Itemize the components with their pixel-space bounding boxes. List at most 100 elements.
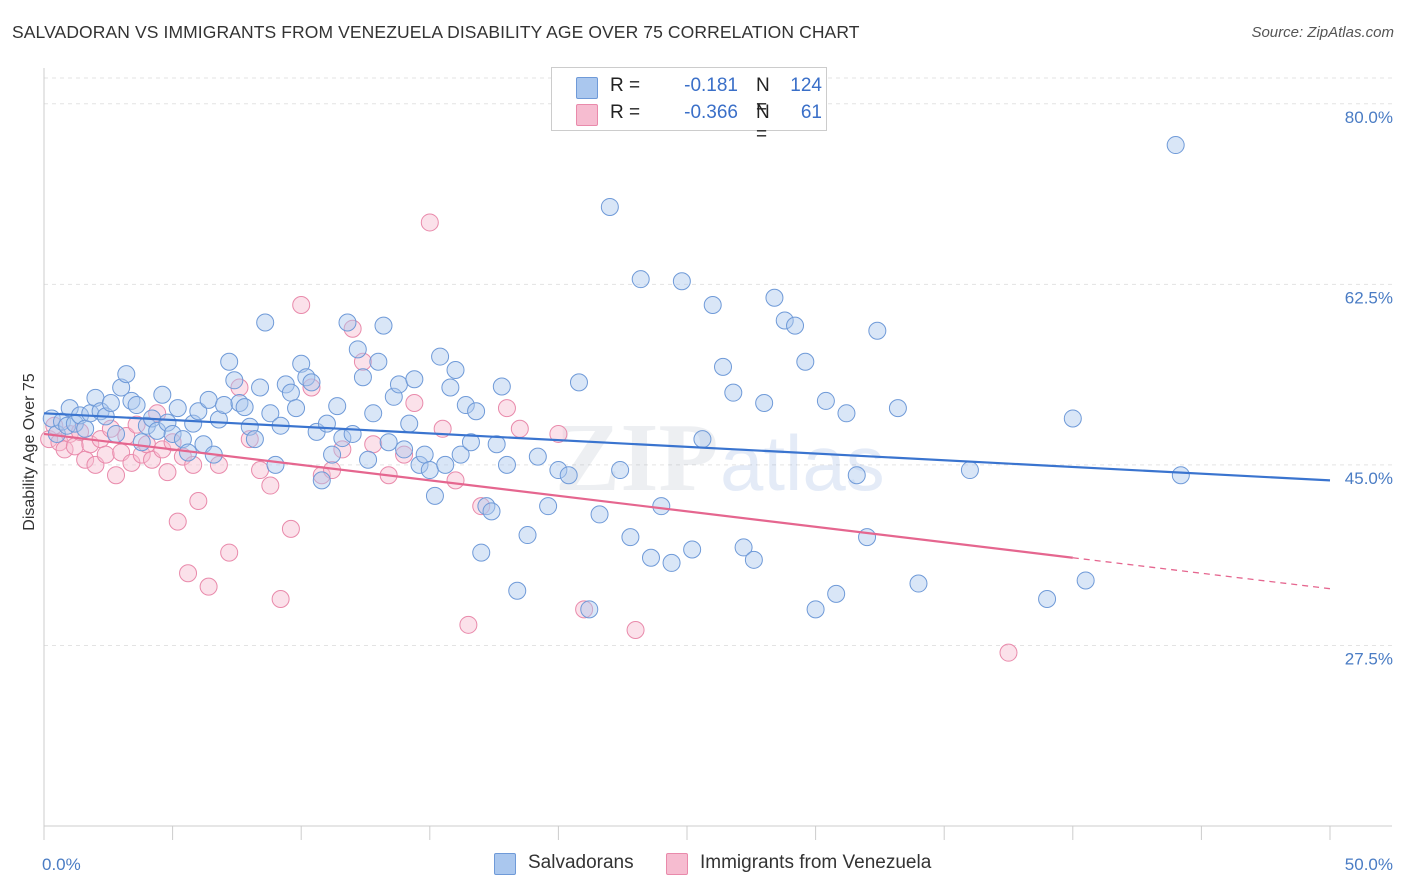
salvadoran-point bbox=[621, 528, 640, 547]
salvadoran-point bbox=[662, 553, 681, 572]
salvadoran-point bbox=[245, 430, 264, 449]
y-tick-label: 27.5% bbox=[1345, 649, 1393, 668]
salvadoran-point bbox=[559, 466, 578, 485]
salvadoran-point bbox=[451, 445, 470, 464]
venezuela-point bbox=[107, 466, 126, 485]
salvadoran-point bbox=[672, 272, 691, 291]
venezuela-point bbox=[148, 404, 167, 423]
source-label: Source: ZipAtlas.com bbox=[1251, 24, 1394, 41]
trend-line-salvadorans bbox=[43, 412, 1331, 482]
salvadoran-point bbox=[359, 450, 378, 469]
venezuela-point bbox=[405, 393, 424, 412]
salvadoran-point bbox=[786, 316, 805, 335]
y-axis-title: Disability Age Over 75 bbox=[21, 373, 38, 531]
salvadoran-point bbox=[405, 370, 424, 389]
salvadoran-point bbox=[539, 497, 558, 516]
y-tick-label: 62.5% bbox=[1345, 288, 1393, 307]
salvadoran-point bbox=[1171, 466, 1190, 485]
venezuela-point bbox=[199, 577, 218, 596]
tick-labels: 27.5% 45.0% 62.5% 80.0% 0.0% 50.0% Disability … bbox=[21, 108, 1393, 874]
salvadoran-point bbox=[261, 404, 280, 423]
venezuela-point bbox=[189, 492, 208, 511]
salvadoran-point bbox=[528, 447, 547, 466]
salvadoran-point bbox=[158, 413, 177, 432]
salvadoran-point bbox=[693, 430, 712, 449]
venezuela-point bbox=[575, 600, 594, 619]
venezuela-point bbox=[96, 445, 115, 464]
salvadoran-point bbox=[683, 540, 702, 559]
salvadoran-point bbox=[827, 584, 846, 603]
salvadoran-point bbox=[173, 430, 192, 449]
salvadoran-point bbox=[251, 378, 270, 397]
salvadoran-point bbox=[281, 383, 300, 402]
salvadoran-point bbox=[76, 419, 95, 438]
salvadoran-point bbox=[724, 383, 743, 402]
venezuela-point bbox=[292, 295, 311, 314]
y-tick-label: 45.0% bbox=[1345, 469, 1393, 488]
venezuela-point bbox=[395, 445, 414, 464]
venezuela-point bbox=[999, 643, 1018, 662]
legend-label-salvadorans: Salvadorans bbox=[528, 852, 634, 873]
salvadoran-point bbox=[410, 455, 429, 474]
salvadoran-point bbox=[112, 378, 131, 397]
salvadoran-point bbox=[909, 574, 928, 593]
salvadoran-point bbox=[549, 461, 568, 480]
venezuela-point bbox=[510, 419, 529, 438]
salvadoran-point bbox=[1076, 571, 1095, 590]
venezuela-point bbox=[271, 590, 290, 609]
venezuela-point bbox=[497, 399, 516, 418]
x-tick-label-min: 0.0% bbox=[42, 855, 81, 874]
venezuela-point bbox=[281, 519, 300, 538]
salvadoran-point bbox=[461, 433, 480, 452]
trend-line-venezuela bbox=[43, 432, 1073, 559]
salvadoran-point bbox=[611, 461, 630, 480]
salvadoran-point bbox=[287, 399, 306, 418]
salvadoran-point bbox=[364, 404, 383, 423]
salvadoran-point bbox=[806, 600, 825, 619]
venezuela-point bbox=[472, 497, 491, 516]
legend-r-label: R = bbox=[610, 75, 641, 96]
series-salvadorans-points bbox=[42, 136, 1190, 619]
legend-swatch-pink bbox=[576, 104, 598, 126]
salvadoran-point bbox=[328, 397, 347, 416]
salvadoran-point bbox=[518, 526, 537, 545]
x-tick-label-max: 50.0% bbox=[1345, 855, 1393, 874]
salvadoran-point bbox=[482, 502, 501, 521]
venezuela-point bbox=[251, 461, 270, 480]
salvadoran-point bbox=[235, 398, 254, 417]
watermark: ZIP atlas bbox=[555, 404, 885, 512]
salvadoran-point bbox=[580, 600, 599, 619]
salvadoran-point bbox=[400, 414, 419, 433]
salvadoran-point bbox=[225, 371, 244, 390]
salvadoran-point bbox=[744, 550, 763, 569]
salvadoran-point bbox=[374, 316, 393, 335]
legend-label-venezuela: Immigrants from Venezuela bbox=[700, 852, 932, 873]
salvadoran-point bbox=[765, 288, 784, 307]
venezuela-point bbox=[220, 543, 239, 562]
watermark-zip: ZIP bbox=[555, 404, 718, 512]
salvadoran-point bbox=[132, 433, 151, 452]
salvadoran-point bbox=[1038, 590, 1057, 609]
venezuela-point bbox=[261, 476, 280, 495]
salvadoran-point bbox=[631, 270, 650, 289]
salvadoran-point bbox=[163, 424, 182, 443]
salvadoran-point bbox=[1166, 136, 1185, 155]
venezuela-point bbox=[168, 512, 187, 531]
legend-r-label: R = bbox=[610, 102, 641, 123]
salvadoran-point bbox=[472, 543, 491, 562]
salvadoran-point bbox=[353, 368, 372, 387]
legend-swatch-pink bbox=[666, 853, 688, 875]
salvadoran-point bbox=[220, 352, 239, 371]
salvadoran-point bbox=[796, 352, 815, 371]
salvadoran-point bbox=[590, 505, 609, 524]
salvadoran-point bbox=[477, 497, 496, 516]
legend-n-value: 61 bbox=[800, 102, 822, 123]
salvadoran-point bbox=[734, 538, 753, 557]
salvadoran-point bbox=[1063, 409, 1082, 428]
salvadoran-point bbox=[703, 295, 722, 314]
salvadoran-point bbox=[153, 385, 172, 404]
salvadoran-point bbox=[487, 435, 506, 454]
venezuela-point bbox=[420, 213, 439, 232]
salvadoran-point bbox=[215, 396, 234, 415]
